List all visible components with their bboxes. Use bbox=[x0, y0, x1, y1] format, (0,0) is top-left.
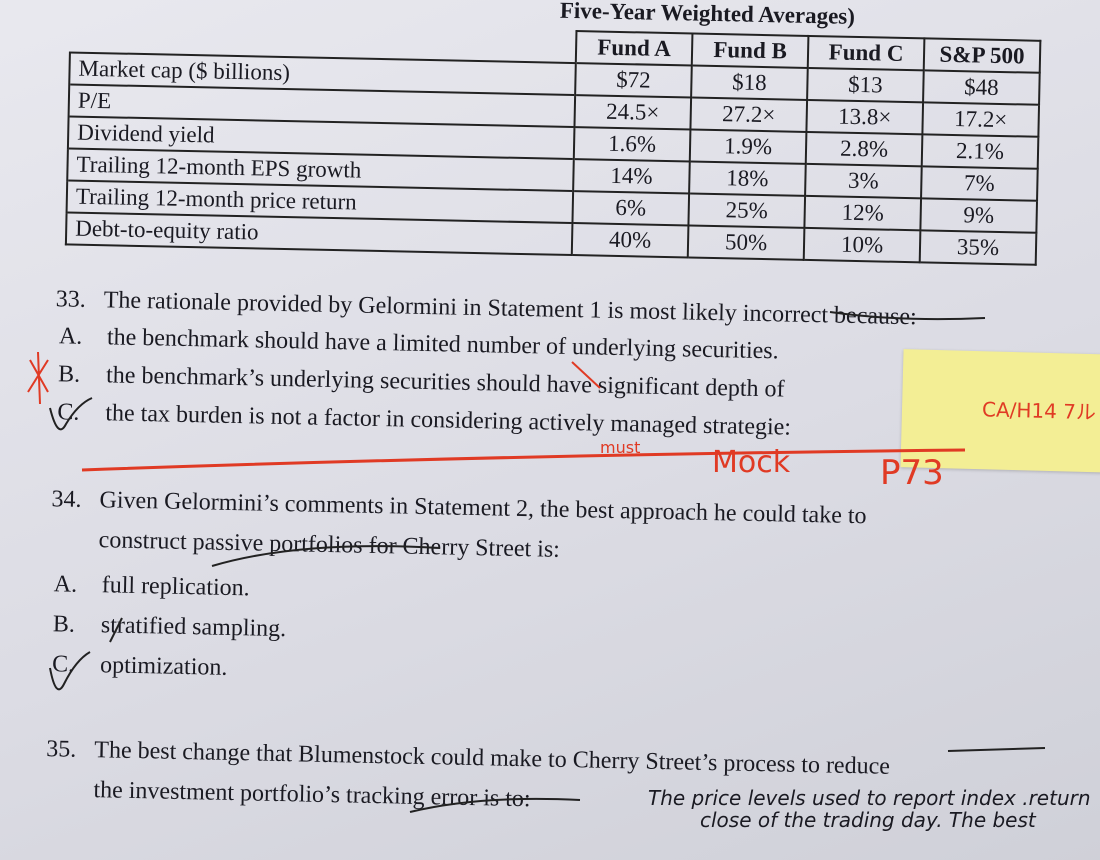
red-divider-line bbox=[81, 448, 966, 472]
cross-mark-icon bbox=[27, 351, 49, 405]
check-mark-icon bbox=[49, 397, 93, 431]
pen-marks bbox=[27, 311, 1046, 813]
underline-mark bbox=[829, 311, 986, 321]
underline-mark bbox=[211, 545, 441, 567]
handwritten-mock: Mock bbox=[712, 445, 791, 480]
underline-mark bbox=[109, 617, 123, 643]
underline-mark bbox=[409, 797, 581, 813]
strike-mark bbox=[571, 361, 601, 389]
handwritten-must: must bbox=[600, 438, 641, 457]
handwritten-note-line2: close of the trading day. The best bbox=[700, 808, 1036, 832]
handwritten-note-line1: The price levels used to report index .r… bbox=[648, 786, 1091, 810]
underline-mark bbox=[947, 747, 1046, 752]
check-mark-icon bbox=[49, 651, 91, 691]
handwritten-page: P73 bbox=[880, 453, 944, 493]
